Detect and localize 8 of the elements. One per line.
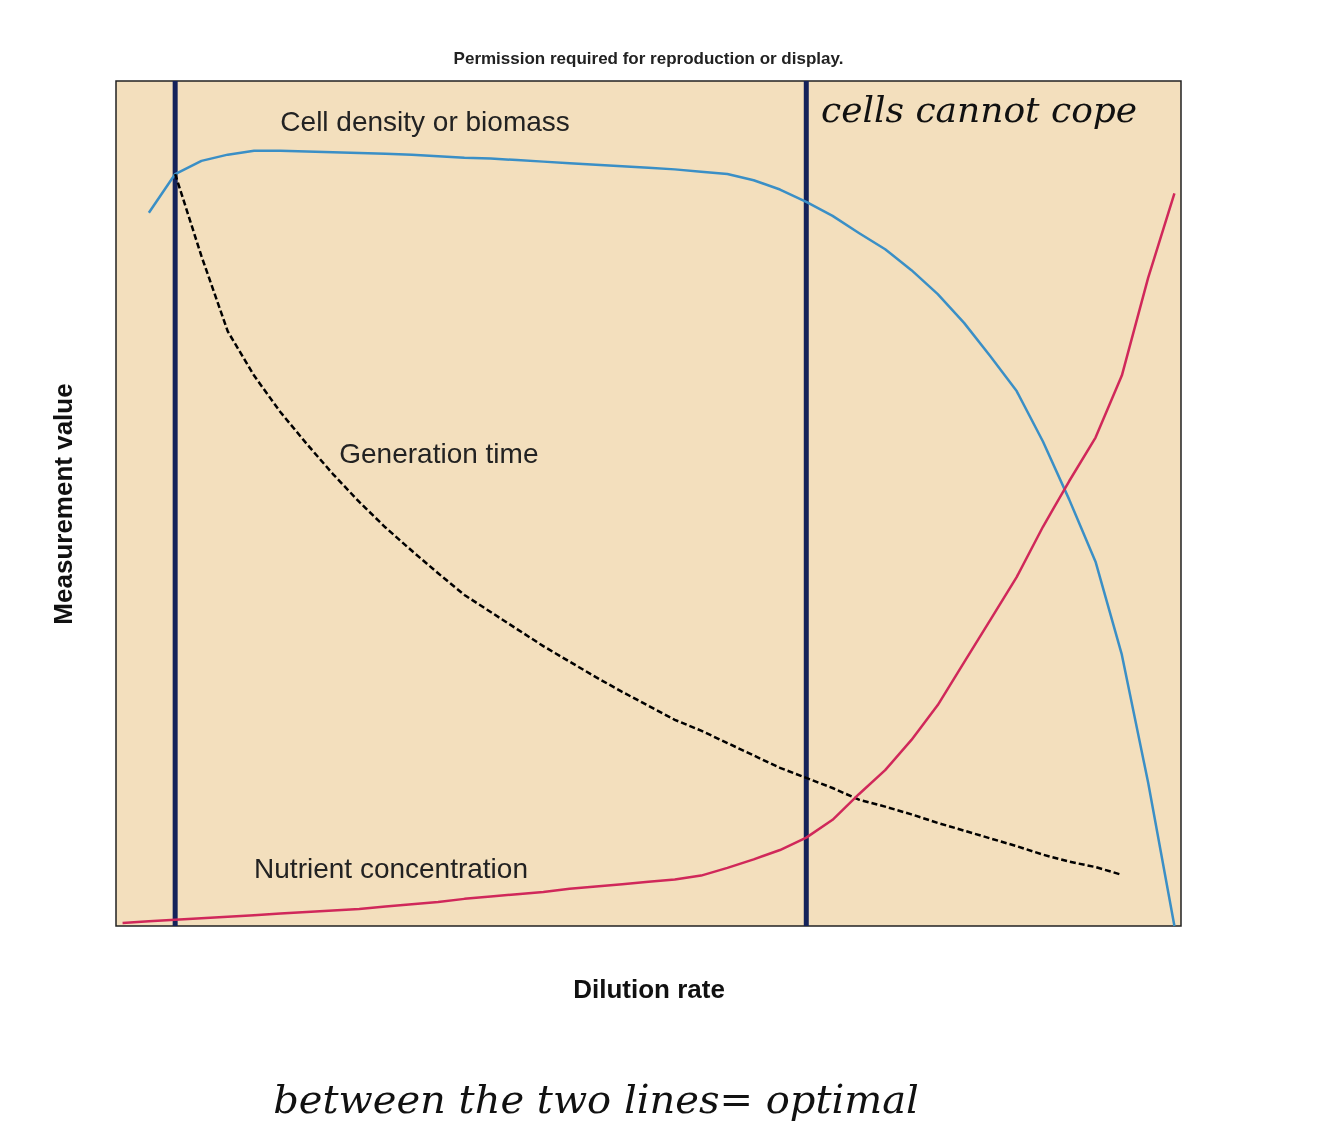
annotation: cells cannot cope	[821, 89, 1138, 130]
x-axis-title: Dilution rate	[573, 973, 725, 1004]
y-axis-title: Measurement value	[47, 383, 78, 625]
text: Permission required for reproduction or display.	[453, 49, 844, 68]
text: between the two lines= optimal	[273, 1076, 919, 1122]
series-label: Nutrient concentration	[254, 853, 528, 885]
series-label: Generation time	[339, 437, 539, 469]
series-label: Cell density or biomass	[280, 105, 570, 137]
